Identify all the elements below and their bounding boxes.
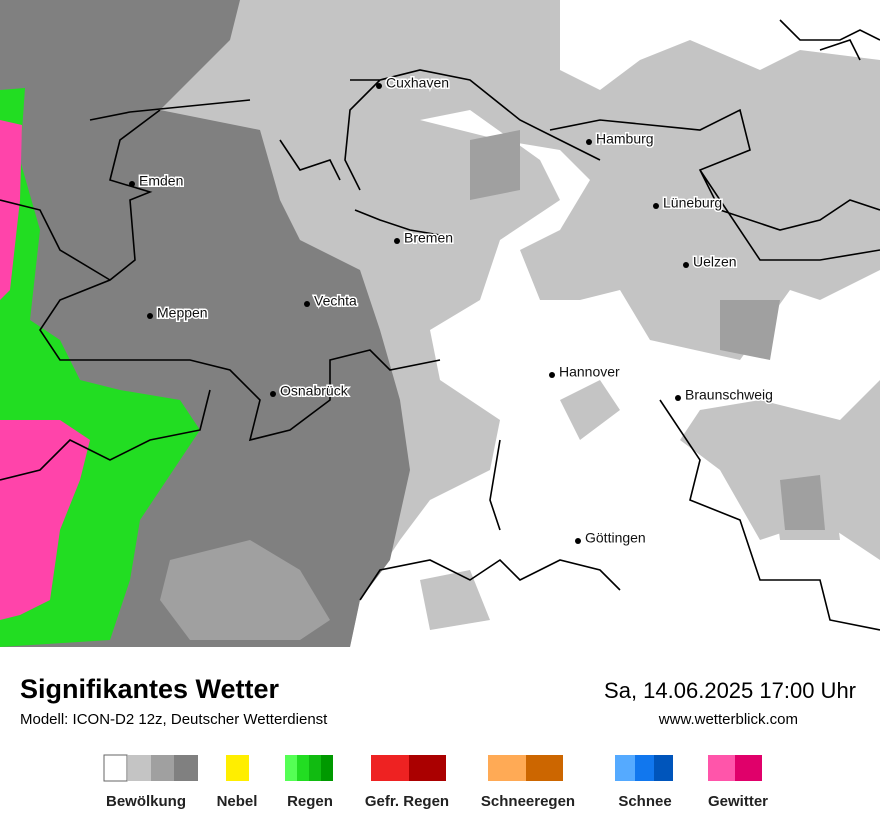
city-label: Emden xyxy=(139,173,183,189)
clear-sky xyxy=(560,0,880,90)
legend-swatch xyxy=(409,755,446,781)
legend-swatch xyxy=(309,755,321,781)
city-label: Bremen xyxy=(404,230,453,246)
legend-swatch xyxy=(285,755,297,781)
city-dot xyxy=(575,538,581,544)
city-label: Meppen xyxy=(157,305,208,321)
title: Signifikantes Wetter xyxy=(20,674,280,704)
legend-swatch xyxy=(226,755,249,781)
legend-swatch xyxy=(654,755,673,781)
legend-swatch xyxy=(128,755,151,781)
legend-swatch xyxy=(526,755,563,781)
legend-swatch xyxy=(488,755,526,781)
legend-swatch xyxy=(615,755,635,781)
city-dot xyxy=(394,238,400,244)
map: Cuxhaven Hamburg Emden Lüneburg Bremen Uelzen… xyxy=(0,0,880,647)
legend-label: Schneeregen xyxy=(481,793,575,810)
city-dot xyxy=(586,139,592,145)
city-dot xyxy=(549,372,555,378)
city-label: Hamburg xyxy=(596,131,654,147)
legend: Bewölkung Nebel Regen Gefr. Regen Schnee… xyxy=(103,754,768,810)
legend-label: Schnee xyxy=(618,793,671,810)
thunderstorm xyxy=(0,120,90,620)
city-dot xyxy=(683,262,689,268)
legend-label: Bewölkung xyxy=(106,793,186,810)
legend-label: Regen xyxy=(287,793,333,810)
cloud-patch xyxy=(420,380,840,630)
datetime: Sa, 14.06.2025 17:00 Uhr xyxy=(604,678,856,703)
city-label: Göttingen xyxy=(585,530,646,546)
city-label: Vechta xyxy=(314,293,357,309)
legend-swatch xyxy=(735,755,762,781)
city-label: Lüneburg xyxy=(663,195,722,211)
city-dot xyxy=(675,395,681,401)
city-dot xyxy=(270,391,276,397)
legend-label: Nebel xyxy=(217,793,258,810)
legend-swatch xyxy=(151,755,174,781)
legend-swatch xyxy=(635,755,654,781)
boundaries xyxy=(0,19,880,631)
city-label: Osnabrück xyxy=(280,383,349,399)
legend-swatch xyxy=(321,755,333,781)
city-dots xyxy=(129,83,689,544)
legend-swatch xyxy=(174,755,198,781)
city-dot xyxy=(653,203,659,209)
legend-label: Gewitter xyxy=(708,793,768,810)
legend-swatch xyxy=(708,755,735,781)
city-label: Hannover xyxy=(559,364,620,380)
legend-swatch xyxy=(297,755,309,781)
legend-swatch xyxy=(103,754,128,782)
city-dot xyxy=(376,83,382,89)
subtitle: Modell: ICON-D2 12z, Deutscher Wetterdie… xyxy=(20,711,328,728)
city-dot xyxy=(147,313,153,319)
city-label: Braunschweig xyxy=(685,387,773,403)
legend-swatch xyxy=(371,755,409,781)
city-label: Cuxhaven xyxy=(386,75,449,91)
website: www.wetterblick.com xyxy=(658,711,798,728)
city-labels: Cuxhaven Hamburg Emden Lüneburg Bremen Uelzen… xyxy=(138,73,775,547)
city-dot xyxy=(304,301,310,307)
clear-sky xyxy=(350,110,880,647)
legend-label: Gefr. Regen xyxy=(365,793,449,810)
city-label: Uelzen xyxy=(693,254,737,270)
cloud-patch xyxy=(160,130,825,640)
city-dot xyxy=(129,181,135,187)
